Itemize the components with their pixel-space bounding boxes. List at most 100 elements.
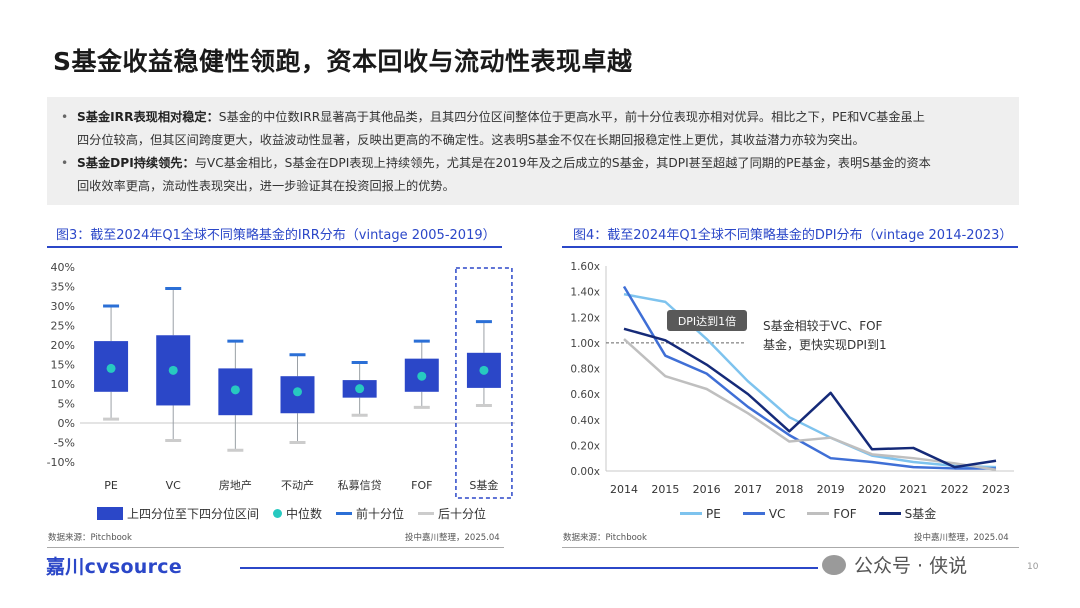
brand-logo-text: 嘉川cvsource xyxy=(46,556,183,578)
legend-vc-label: VC xyxy=(768,506,786,521)
x-tick-label: 2018 xyxy=(775,483,803,496)
x-tick-label: 2014 xyxy=(610,483,638,496)
legend-bottom-decile-label: 后十分位 xyxy=(438,507,487,521)
bullet-irr: S基金IRR表现相对稳定：S基金的中位数IRR显著高于其他品类，且其四分位区间整… xyxy=(59,106,1007,152)
median-dot xyxy=(168,365,178,375)
legend-fof-swatch xyxy=(807,512,830,515)
category-label: 房地产 xyxy=(219,478,252,492)
bullet-dpi-head: S基金DPI持续领先： xyxy=(77,156,195,170)
legend-median-swatch xyxy=(273,509,283,518)
fig4-legend: PE VC FOF S基金 xyxy=(680,505,950,522)
y-tick-label: 1.00x xyxy=(570,338,600,350)
y-tick-label: 5% xyxy=(58,398,75,411)
fig4-title-underline xyxy=(562,246,1018,248)
dpi-line-chart: 0.00x 0.20x 0.40x 0.60x 0.80x 1.00x 1.20x 1.40x… xyxy=(570,261,1014,496)
y-tick-label: 1.20x xyxy=(570,312,600,324)
y-tick-label: 40% xyxy=(51,261,75,274)
wechat-watermark: 公众号 · 侠说 xyxy=(822,551,967,578)
y-tick-label: 25% xyxy=(51,320,75,333)
legend-fof: FOF xyxy=(807,506,857,521)
category-label: S基金 xyxy=(469,478,498,492)
brand-logo: 嘉川cvsource xyxy=(46,552,182,579)
legend-vc-swatch xyxy=(742,512,765,515)
median-dot xyxy=(293,387,302,397)
y-tick-label: -5% xyxy=(54,437,75,450)
x-tick-label: 2020 xyxy=(858,483,886,496)
legend-vc: VC xyxy=(742,506,786,521)
legend-s-swatch xyxy=(878,512,901,515)
legend-median-label: 中位数 xyxy=(286,507,323,521)
fig3-title: 图3：截至2024年Q1全球不同策略基金的IRR分布（vintage 2005-… xyxy=(56,228,496,243)
category-label: PE xyxy=(104,479,118,492)
legend-bottom-decile-swatch xyxy=(418,512,435,515)
y-tick-label: 0.00x xyxy=(570,466,600,478)
y-tick-label: 0.20x xyxy=(570,440,600,452)
legend-median: 中位数 xyxy=(273,505,322,522)
highlight-box xyxy=(455,267,513,499)
bullet-irr-head: S基金IRR表现相对稳定： xyxy=(77,110,219,124)
bullet-dpi: S基金DPI持续领先：与VC基金相比，S基金在DPI表现上持续领先，尤其是在20… xyxy=(59,152,1007,198)
legend-iqr: 上四分位至下四分位区间 xyxy=(97,505,259,522)
series-line-VC xyxy=(622,285,996,470)
x-tick-label: 2017 xyxy=(734,483,762,496)
median-dot xyxy=(106,363,116,373)
annotation-text-line1: S基金相较于VC、FOF xyxy=(763,318,883,333)
category-label: VC xyxy=(166,479,182,492)
fig4-source-divider xyxy=(562,547,1019,548)
y-tick-label: 0.60x xyxy=(570,389,600,401)
legend-bottom-decile: 后十分位 xyxy=(418,505,486,522)
bullet-irr-line2: 四分位较高，但其区间跨度更大，收益波动性显著，反映出更高的不确定性。这表明S基金… xyxy=(77,133,865,147)
y-tick-label: -10% xyxy=(47,456,75,469)
page-title: S基金收益稳健性领跑，资本回收与流动性表现卓越 xyxy=(53,47,633,76)
y-tick-label: 30% xyxy=(51,300,75,313)
summary-panel: S基金IRR表现相对稳定：S基金的中位数IRR显著高于其他品类，且其四分位区间整… xyxy=(47,97,1019,205)
legend-top-decile-swatch xyxy=(336,512,353,515)
legend-top-decile-label: 前十分位 xyxy=(356,507,405,521)
legend-fof-label: FOF xyxy=(833,506,857,521)
bullet-dpi-line2: 回收效率更高，流动性表现突出，进一步验证其在投资回报上的优势。 xyxy=(77,179,455,193)
fig3-source-divider xyxy=(47,547,504,548)
x-tick-label: 2022 xyxy=(941,483,969,496)
y-tick-label: 0% xyxy=(58,417,75,430)
fig4-source-right: 投中嘉川整理，2025.04 xyxy=(914,533,1009,543)
y-tick-label: 0.40x xyxy=(570,415,600,427)
wechat-icon xyxy=(822,554,846,575)
y-tick-label: 35% xyxy=(51,281,75,294)
y-tick-label: 0.80x xyxy=(570,364,600,376)
x-tick-label: 2016 xyxy=(693,483,721,496)
y-tick-label: 1.60x xyxy=(570,261,600,273)
legend-top-decile: 前十分位 xyxy=(336,505,404,522)
fig3-source-right: 投中嘉川整理，2025.04 xyxy=(405,533,500,543)
legend-iqr-label: 上四分位至下四分位区间 xyxy=(127,507,260,521)
fig3-source: 数据来源：Pitchbook xyxy=(48,533,132,543)
median-dot xyxy=(417,371,427,381)
y-tick-label: 20% xyxy=(51,339,75,352)
footer-line xyxy=(240,567,818,569)
category-label: 私募信贷 xyxy=(338,478,382,492)
median-dot xyxy=(230,385,240,395)
fig3-legend: 上四分位至下四分位区间 中位数 前十分位 后十分位 xyxy=(97,505,500,522)
annotation-box-text: DPI达到1倍 xyxy=(678,314,736,328)
legend-pe-label: PE xyxy=(706,506,721,521)
series-line-S基金 xyxy=(623,327,997,469)
bullet-dpi-line1: 与VC基金相比，S基金在DPI表现上持续领先，尤其是在2019年及之后成立的S基… xyxy=(194,156,931,170)
y-tick-label: 1.40x xyxy=(570,287,600,299)
x-tick-label: 2021 xyxy=(899,483,927,496)
median-dot xyxy=(479,365,489,375)
annotation-box xyxy=(667,310,747,331)
page-number: 10 xyxy=(1027,562,1039,572)
annotation-text-line2: 基金，更快实现DPI到1 xyxy=(763,337,887,352)
irr-box-chart: -10% -5% 0% 5% 10% 15% 20% 25% 30% 35% 40% PE VC 房地产 不… xyxy=(47,261,515,499)
category-label: FOF xyxy=(411,479,432,492)
x-tick-label: 2015 xyxy=(651,483,679,496)
x-tick-label: 2023 xyxy=(982,483,1010,496)
legend-s-label: S基金 xyxy=(904,507,937,521)
fig4-title: 图4：截至2024年Q1全球不同策略基金的DPI分布（vintage 2014-… xyxy=(573,228,1013,243)
median-dot xyxy=(355,384,365,394)
bullet-irr-line1: S基金的中位数IRR显著高于其他品类，且其四分位区间整体位于更高水平，前十分位表… xyxy=(218,110,925,124)
legend-s: S基金 xyxy=(878,505,937,522)
legend-pe: PE xyxy=(680,507,721,521)
fig3-title-underline xyxy=(47,246,502,248)
y-tick-label: 15% xyxy=(51,359,75,372)
legend-pe-swatch xyxy=(680,512,702,515)
